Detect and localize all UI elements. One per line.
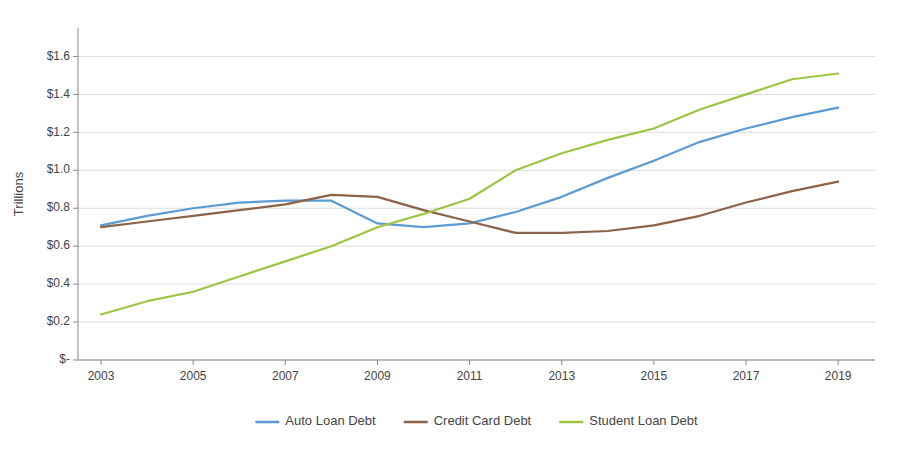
chart: $-$0.2$0.4$0.6$0.8$1.0$1.2$1.4$1.6200320… bbox=[0, 0, 900, 450]
tick-mark bbox=[377, 360, 378, 365]
tick-label: $1.0 bbox=[47, 162, 71, 176]
tick-label: $0.8 bbox=[47, 200, 71, 214]
legend-swatch bbox=[404, 421, 428, 424]
tick-mark bbox=[73, 208, 78, 209]
grid-line bbox=[78, 94, 875, 95]
tick-label: 2011 bbox=[457, 369, 483, 383]
tick-label: 2009 bbox=[364, 369, 391, 383]
tick-mark bbox=[73, 94, 78, 95]
tick-mark bbox=[73, 132, 78, 133]
tick-mark bbox=[73, 284, 78, 285]
tick-label: 2007 bbox=[272, 369, 299, 383]
grid-line bbox=[78, 132, 875, 133]
tick-label: $- bbox=[59, 352, 70, 366]
tick-mark bbox=[73, 56, 78, 57]
y-axis-line bbox=[78, 28, 79, 360]
legend-item: Student Loan Debt bbox=[559, 413, 698, 428]
x-axis-line bbox=[78, 360, 875, 361]
series-line bbox=[101, 108, 838, 228]
series-line bbox=[101, 74, 838, 315]
tick-mark bbox=[746, 360, 747, 365]
plot-area bbox=[101, 74, 838, 315]
tick-mark bbox=[838, 360, 839, 365]
legend-label: Student Loan Debt bbox=[589, 413, 698, 428]
grid-line bbox=[78, 322, 875, 323]
tick-label: $0.6 bbox=[47, 238, 71, 252]
legend: Auto Loan Debt Credit Card Debt Student Lo… bbox=[255, 413, 698, 428]
tick-label: $0.4 bbox=[47, 276, 71, 290]
tick-mark bbox=[561, 360, 562, 365]
grid-line bbox=[78, 170, 875, 171]
tick-label: 2005 bbox=[180, 369, 207, 383]
tick-mark bbox=[193, 360, 194, 365]
legend-label: Credit Card Debt bbox=[434, 413, 532, 428]
y-axis: $- $0.2 $0.4 $0.6 $0.8 $1.0 $1.2 $1.4 $1.6 bbox=[47, 49, 875, 367]
tick-mark bbox=[101, 360, 102, 365]
grid-line bbox=[78, 360, 875, 361]
tick-label: 2003 bbox=[88, 369, 115, 383]
tick-mark bbox=[653, 360, 654, 365]
tick-label: $0.2 bbox=[47, 314, 71, 328]
tick-mark bbox=[73, 170, 78, 171]
legend-swatch bbox=[559, 421, 583, 424]
grid-line bbox=[78, 284, 875, 285]
grid-line bbox=[78, 246, 875, 247]
tick-mark bbox=[73, 246, 78, 247]
tick-label: 2015 bbox=[641, 369, 668, 383]
tick-label: $1.2 bbox=[47, 125, 71, 139]
tick-mark bbox=[73, 360, 78, 361]
grid-line bbox=[78, 56, 875, 57]
x-axis: 2003 2005 2007 2009 2011 2013 2015 2017 2019 bbox=[88, 360, 852, 383]
legend-item: Auto Loan Debt bbox=[255, 413, 376, 428]
axis-label: Trillions bbox=[11, 171, 26, 216]
tick-mark bbox=[469, 360, 470, 365]
tick-label: $1.6 bbox=[47, 49, 71, 63]
tick-label: 2017 bbox=[733, 369, 760, 383]
legend-item: Credit Card Debt bbox=[404, 413, 532, 428]
tick-label: 2013 bbox=[548, 369, 575, 383]
tick-mark bbox=[285, 360, 286, 365]
tick-mark bbox=[73, 322, 78, 323]
tick-label: $1.4 bbox=[47, 87, 71, 101]
series-line bbox=[101, 182, 838, 233]
tick-label: 2019 bbox=[825, 369, 852, 383]
legend-label: Auto Loan Debt bbox=[285, 413, 376, 428]
legend-swatch bbox=[255, 421, 279, 424]
